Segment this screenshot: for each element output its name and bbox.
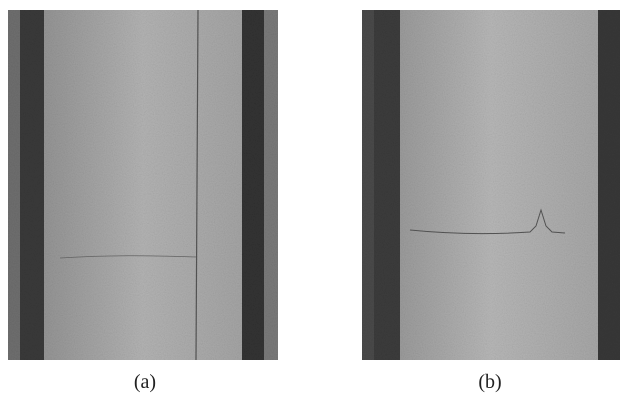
- panel-label: (a): [134, 371, 156, 393]
- photo-b: [362, 10, 620, 360]
- page: (a) (b) (() => { const data = JSON.parse…: [0, 0, 625, 400]
- figure: (a) (b): [0, 0, 625, 400]
- panel-label: (b): [478, 371, 501, 393]
- photo-a: [8, 10, 278, 360]
